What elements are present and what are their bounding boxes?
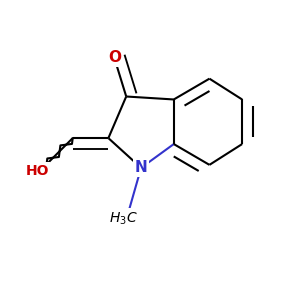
Text: HO: HO xyxy=(25,164,49,178)
Text: O: O xyxy=(108,50,121,65)
Text: N: N xyxy=(135,160,148,175)
Text: $H_3C$: $H_3C$ xyxy=(109,210,138,226)
